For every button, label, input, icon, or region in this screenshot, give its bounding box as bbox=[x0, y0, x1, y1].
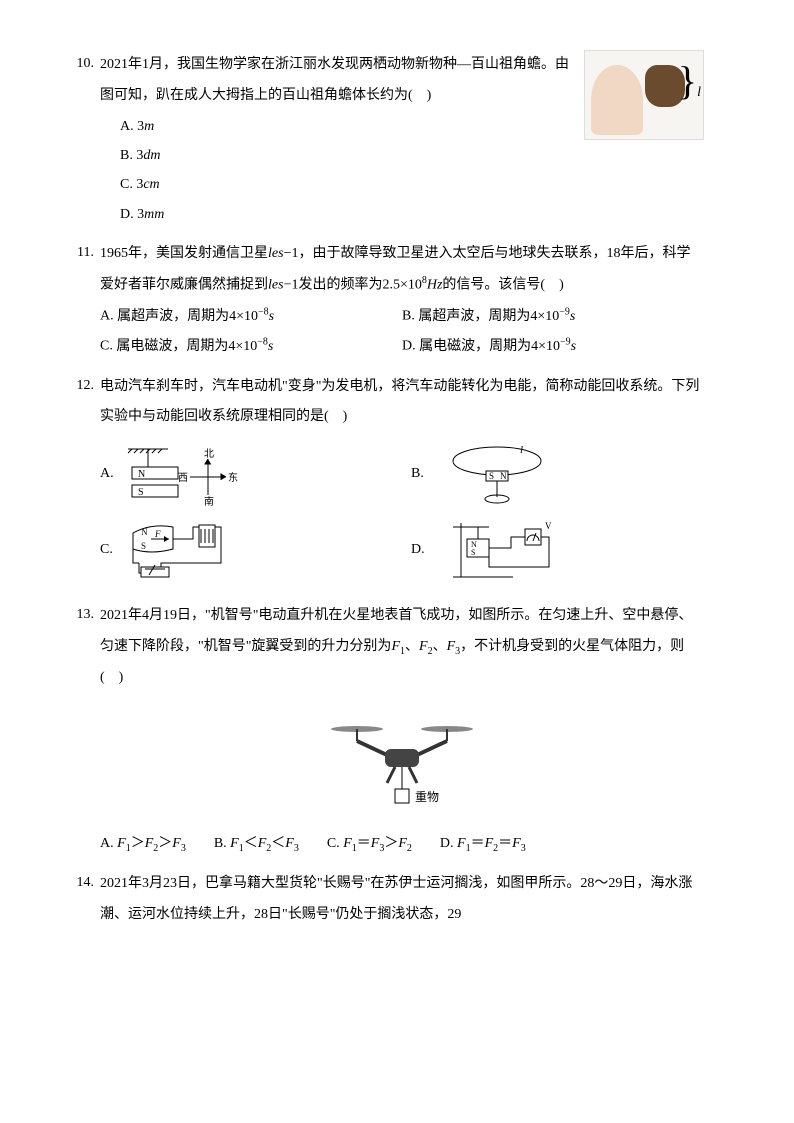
s-label: S bbox=[471, 548, 475, 557]
diagram-d: N S V bbox=[433, 515, 563, 585]
option-a: A. 属超声波，周期为4×10−8s bbox=[100, 301, 402, 331]
question-text: 2021年3月23日，巴拿马籍大型货轮"长赐号"在苏伊士运河搁浅，如图甲所示。2… bbox=[100, 869, 704, 931]
west-label: 西 bbox=[178, 473, 188, 484]
option-d: D. 3mm bbox=[120, 200, 704, 229]
n-label: N bbox=[138, 469, 145, 480]
option-body: 3cm bbox=[136, 177, 159, 192]
question-body: 2021年4月19日，"机智号"电动直升机在火星地表首飞成功，如图所示。在匀速上… bbox=[100, 601, 704, 859]
option-b: B. 3dm bbox=[120, 141, 704, 170]
option-b: B. 属超声波，周期为4×10−9s bbox=[402, 301, 704, 331]
option-c: C. N S F bbox=[100, 515, 393, 585]
question-text: 1965年，美国发射通信卫星les−1，由于故障导致卫星进入太空后与地球失去联系… bbox=[100, 239, 704, 301]
question-number: 14. bbox=[70, 869, 100, 897]
thumb-frog-figure: } l bbox=[584, 50, 704, 140]
option-a: A. F1＞F2＞F3 bbox=[100, 830, 186, 859]
option-body: 属超声波，周期为4×10−9s bbox=[418, 309, 575, 324]
option-label: D. bbox=[120, 207, 134, 222]
diagram-a: N S 北 东 南 西 bbox=[122, 439, 252, 509]
f-label: F bbox=[154, 529, 161, 539]
option-label: A. bbox=[100, 309, 114, 324]
option-c: C. F1＝F3＞F2 bbox=[327, 830, 412, 859]
option-body: F1＞F2＞F3 bbox=[117, 836, 186, 851]
question-11: 11. 1965年，美国发射通信卫星les−1，由于故障导致卫星进入太空后与地球… bbox=[70, 239, 704, 361]
options-row-2: C. N S F bbox=[100, 515, 704, 585]
option-body: 3m bbox=[137, 119, 154, 134]
current-label: l bbox=[520, 444, 523, 456]
option-label: A. bbox=[120, 119, 134, 134]
north-label: 北 bbox=[204, 448, 214, 460]
question-row: 11. 1965年，美国发射通信卫星les−1，由于故障导致卫星进入太空后与地球… bbox=[70, 239, 704, 361]
option-label: A. bbox=[100, 460, 114, 488]
question-body: 电动汽车刹车时，汽车电动机"变身"为发电机，将汽车动能转化为电能，简称动能回收系… bbox=[100, 372, 704, 592]
question-body: 1965年，美国发射通信卫星les−1，由于故障导致卫星进入太空后与地球失去联系… bbox=[100, 239, 704, 361]
option-d: D. F1＝F2＝F3 bbox=[440, 830, 526, 859]
question-body: } l 2021年1月，我国生物学家在浙江丽水发现两栖动物新物种—百山祖角蟾。由… bbox=[100, 50, 704, 229]
option-label: C. bbox=[327, 836, 340, 851]
option-label: B. bbox=[411, 460, 424, 488]
option-label: C. bbox=[120, 177, 133, 192]
s-label: S bbox=[138, 487, 144, 498]
option-d: D. 属电磁波，周期为4×10−9s bbox=[402, 331, 704, 361]
options-row-1: A. N S bbox=[100, 439, 704, 509]
question-row: 13. 2021年4月19日，"机智号"电动直升机在火星地表首飞成功，如图所示。… bbox=[70, 601, 704, 859]
thumb-image-box: } l bbox=[584, 50, 704, 140]
option-label: A. bbox=[100, 836, 114, 851]
option-d: D. N S bbox=[411, 515, 704, 585]
option-body: 属电磁波，周期为4×10−8s bbox=[116, 339, 273, 354]
question-row: 14. 2021年3月23日，巴拿马籍大型货轮"长赐号"在苏伊士运河搁浅，如图甲… bbox=[70, 869, 704, 931]
question-13: 13. 2021年4月19日，"机智号"电动直升机在火星地表首飞成功，如图所示。… bbox=[70, 601, 704, 859]
option-c: C. 属电磁波，周期为4×10−8s bbox=[100, 331, 402, 361]
thumb-shape bbox=[591, 65, 643, 135]
question-number: 11. bbox=[70, 239, 100, 267]
option-body: 属电磁波，周期为4×10−9s bbox=[419, 339, 576, 354]
option-label: B. bbox=[120, 148, 133, 163]
option-label: B. bbox=[214, 836, 227, 851]
payload-label: 重物 bbox=[415, 790, 439, 804]
question-body: 2021年3月23日，巴拿马籍大型货轮"长赐号"在苏伊士运河搁浅，如图甲所示。2… bbox=[100, 869, 704, 931]
v-label: V bbox=[545, 521, 552, 531]
option-b: B. F1＜F2＜F3 bbox=[214, 830, 299, 859]
question-10: 10. } l 2021年1月，我国生物学家在浙江丽水发现两栖动物新物种—百山祖… bbox=[70, 50, 704, 229]
question-number: 13. bbox=[70, 601, 100, 629]
option-body: F1＝F2＝F3 bbox=[457, 836, 526, 851]
length-label: l bbox=[697, 79, 701, 107]
option-body: 属超声波，周期为4×10−8s bbox=[117, 309, 274, 324]
diagram-c: N S F bbox=[121, 515, 251, 585]
drone-icon: 重物 bbox=[327, 711, 477, 811]
option-label: C. bbox=[100, 339, 113, 354]
option-body: F1＜F2＜F3 bbox=[230, 836, 299, 851]
question-number: 12. bbox=[70, 372, 100, 400]
n-label: N bbox=[141, 527, 148, 537]
east-label: 东 bbox=[228, 471, 238, 484]
question-text: 2021年4月19日，"机智号"电动直升机在火星地表首飞成功，如图所示。在匀速上… bbox=[100, 601, 704, 693]
option-label: B. bbox=[402, 309, 415, 324]
diagram-b: S N l bbox=[432, 439, 562, 509]
option-a: A. N S bbox=[100, 439, 393, 509]
south-label: 南 bbox=[204, 495, 214, 508]
option-label: C. bbox=[100, 536, 113, 564]
s-label: S bbox=[141, 541, 146, 551]
question-number: 10. bbox=[70, 50, 100, 78]
question-row: 10. } l 2021年1月，我国生物学家在浙江丽水发现两栖动物新物种—百山祖… bbox=[70, 50, 704, 229]
n-label: N bbox=[500, 471, 507, 481]
question-row: 12. 电动汽车刹车时，汽车电动机"变身"为发电机，将汽车动能转化为电能，简称动… bbox=[70, 372, 704, 592]
s-label: S bbox=[489, 471, 494, 481]
option-body: 3dm bbox=[136, 148, 160, 163]
option-b: B. S N l bbox=[411, 439, 704, 509]
options-row: A. F1＞F2＞F3 B. F1＜F2＜F3 C. F1＝F3＞F2 D. F… bbox=[100, 830, 704, 859]
option-label: D. bbox=[411, 536, 425, 564]
option-label: D. bbox=[440, 836, 454, 851]
option-body: F1＝F3＞F2 bbox=[343, 836, 412, 851]
question-12: 12. 电动汽车刹车时，汽车电动机"变身"为发电机，将汽车动能转化为电能，简称动… bbox=[70, 372, 704, 592]
bracket-icon: } bbox=[678, 61, 697, 101]
question-text: 电动汽车刹车时，汽车电动机"变身"为发电机，将汽车动能转化为电能，简称动能回收系… bbox=[100, 372, 704, 434]
option-c: C. 3cm bbox=[120, 170, 704, 199]
option-label: D. bbox=[402, 339, 416, 354]
drone-figure: 重物 bbox=[100, 711, 704, 822]
option-body: 3mm bbox=[137, 207, 164, 222]
options-grid: A. 属超声波，周期为4×10−8s B. 属超声波，周期为4×10−9s C.… bbox=[100, 301, 704, 361]
question-14: 14. 2021年3月23日，巴拿马籍大型货轮"长赐号"在苏伊士运河搁浅，如图甲… bbox=[70, 869, 704, 931]
